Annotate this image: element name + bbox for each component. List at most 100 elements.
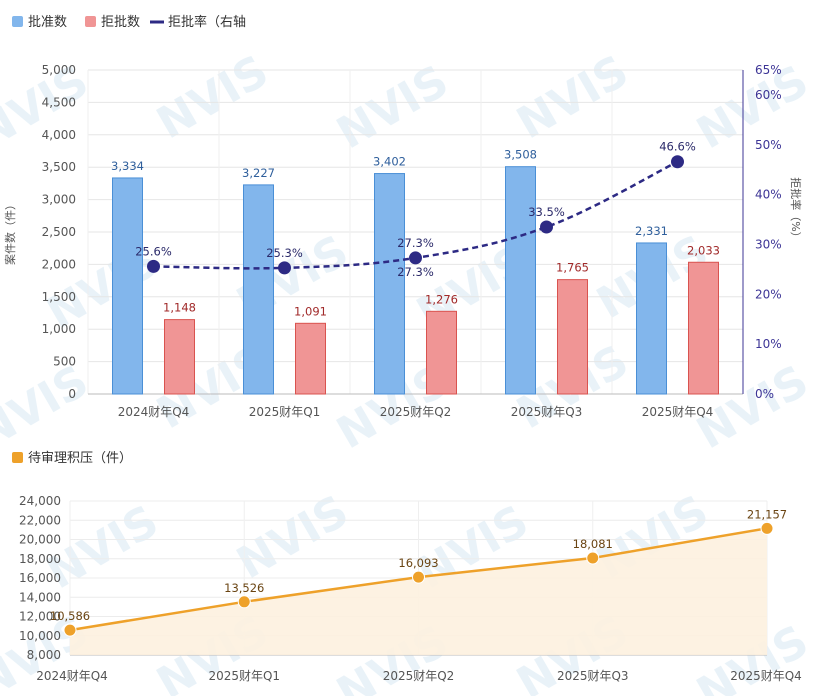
bar-rejected xyxy=(688,261,719,395)
legend-backlog-label: 待审理积压（件） xyxy=(28,451,132,466)
rate-point xyxy=(671,155,684,169)
y-right-tick-label: 30% xyxy=(755,237,782,251)
backlog-point-label: 18,081 xyxy=(573,537,613,551)
rate-point-label: 25.3% xyxy=(266,246,303,260)
bar-approved-label: 3,402 xyxy=(373,155,406,169)
x-tick-label: 2025财年Q1 xyxy=(249,405,321,419)
backlog-point xyxy=(63,623,77,637)
x-tick-label: 2025财年Q3 xyxy=(511,405,583,419)
bar-rejected xyxy=(426,310,457,395)
backlog-point xyxy=(586,551,600,565)
y-right-tick-label: 40% xyxy=(755,188,782,202)
chart2-area: 10,586 13,526 16,093 18,081 21,157 xyxy=(50,507,787,655)
rate-point xyxy=(147,259,160,273)
bar-rejected xyxy=(295,322,326,395)
y-tick-label: 4,500 xyxy=(42,95,76,109)
x-tick-label: 2025财年Q1 xyxy=(208,669,280,683)
bar-approved-label: 3,334 xyxy=(111,159,144,173)
bar-approved-label: 3,227 xyxy=(242,166,275,180)
legend-approved-label: 批准数 xyxy=(28,15,67,30)
x-tick-label: 2025财年Q4 xyxy=(642,405,714,419)
bar-approved xyxy=(112,177,143,395)
y-axis-title: 案件数（件） xyxy=(3,199,17,265)
bar-approved xyxy=(374,173,405,395)
watermark-text: NVIS xyxy=(688,56,817,160)
legend-rejected-label: 拒批数 xyxy=(101,15,140,30)
rate-point-label: 33.5% xyxy=(528,205,565,219)
bar-approved-label: 3,508 xyxy=(504,148,537,162)
watermark-text: NVIS xyxy=(0,356,97,460)
y-tick-label: 24,000 xyxy=(19,494,61,508)
y-right-tick-label: 10% xyxy=(755,337,782,351)
bar-approved xyxy=(505,166,536,395)
backlog-point-label: 21,157 xyxy=(747,507,787,521)
y-tick-label: 1,500 xyxy=(42,290,76,304)
watermark-text: NVIS xyxy=(148,46,277,150)
y-right-tick-label: 50% xyxy=(755,138,782,152)
y-tick-label: 2,000 xyxy=(42,257,76,271)
y-tick-label: 5,000 xyxy=(42,63,76,77)
bar-approved-label: 2,331 xyxy=(635,224,668,238)
backlog-point-label: 10,586 xyxy=(50,609,90,623)
bar-approved xyxy=(243,184,274,395)
watermark-text: NVIS xyxy=(508,46,637,150)
backlog-point-label: 13,526 xyxy=(224,581,264,595)
backlog-point xyxy=(760,521,774,535)
legend-rejected-swatch xyxy=(85,16,96,27)
x-tick-label: 2025财年Q2 xyxy=(383,669,455,683)
y-right-tick-label: 60% xyxy=(755,88,782,102)
watermark-text: NVIS xyxy=(328,56,457,160)
bar-rejected xyxy=(164,319,195,395)
bar-rejected-label: 1,276 xyxy=(425,292,458,306)
backlog-point xyxy=(412,570,425,584)
y-tick-label: 3,000 xyxy=(42,193,76,207)
y-right-tick-label: 0% xyxy=(755,387,774,401)
y-right-tick-label: 20% xyxy=(755,287,782,301)
y-right-tick-label: 65% xyxy=(755,63,782,77)
backlog-point xyxy=(237,595,251,609)
bar-rejected xyxy=(557,279,588,395)
bar-rejected-label: 2,033 xyxy=(687,243,720,257)
x-tick-label: 2025财年Q2 xyxy=(380,405,452,419)
y-tick-label: 0 xyxy=(68,387,76,401)
y-tick-label: 4,000 xyxy=(42,128,76,142)
legend-chart2: 待审理积压（件） xyxy=(12,451,132,466)
y-tick-label: 500 xyxy=(53,355,76,369)
y-tick-label: 8,000 xyxy=(27,648,61,662)
rate-point-label: 27.3% xyxy=(397,236,434,250)
rate-point xyxy=(278,261,291,275)
y-tick-label: 18,000 xyxy=(19,552,61,566)
y-tick-label: 3,500 xyxy=(42,160,76,174)
y-tick-label: 16,000 xyxy=(19,571,61,585)
rate-point-label: 25.6% xyxy=(135,244,172,258)
backlog-point-label: 16,093 xyxy=(398,556,438,570)
rate-point-label-secondary: 27.3% xyxy=(397,265,434,279)
rate-point-label: 46.6% xyxy=(659,140,696,154)
bar-approved xyxy=(636,242,667,395)
y-right-axis-title: 拒批率（%） xyxy=(789,177,803,242)
y-tick-label: 1,000 xyxy=(42,322,76,336)
chart1-bars: 3,334 3,227 3,402 3,508 2,331 1,148 1,091 1,276… xyxy=(111,148,720,395)
x-tick-label: 2024财年Q4 xyxy=(118,405,190,419)
rate-point xyxy=(540,220,553,234)
x-tick-label: 2025财年Q4 xyxy=(730,669,802,683)
y-tick-label: 14,000 xyxy=(19,590,61,604)
rate-point xyxy=(409,251,422,265)
chart1-axes: 0 500 1,000 1,500 2,000 2,500 3,000 3,500 4,000 4… xyxy=(3,63,803,419)
legend-rejection-rate-label: 拒批率（右轴 xyxy=(168,14,246,30)
legend-approved-swatch xyxy=(12,16,23,27)
legend-chart1: 批准数 拒批数 拒批率（右轴 xyxy=(12,14,246,30)
y-tick-label: 2,500 xyxy=(42,225,76,239)
y-tick-label: 12,000 xyxy=(19,610,61,624)
x-tick-label: 2024财年Q4 xyxy=(36,669,108,683)
bar-rejected-label: 1,091 xyxy=(294,304,327,318)
bar-rejected-label: 1,148 xyxy=(163,301,196,315)
y-tick-label: 20,000 xyxy=(19,533,61,547)
y-tick-label: 10,000 xyxy=(19,629,61,643)
y-tick-label: 22,000 xyxy=(19,513,61,527)
x-tick-label: 2025财年Q3 xyxy=(557,669,629,683)
bar-rejected-label: 1,765 xyxy=(556,261,589,275)
chart1-rate-line: 25.6% 25.3% 27.3% 33.5% 46.6% 27.3% xyxy=(135,140,696,279)
